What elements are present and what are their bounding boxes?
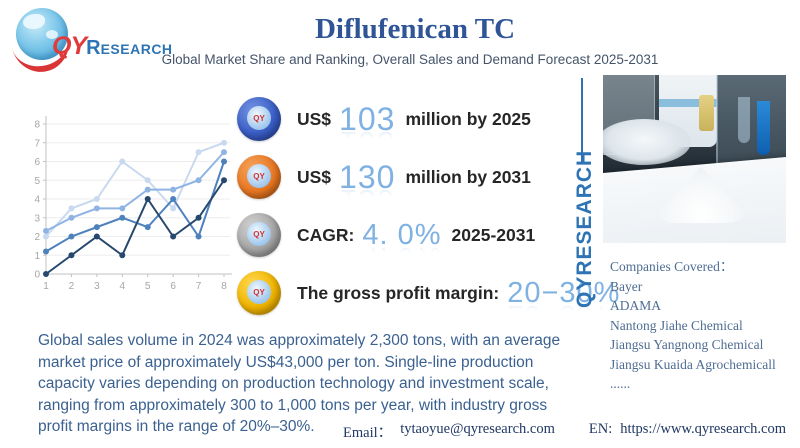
en-label: EN: bbox=[588, 421, 613, 437]
svg-text:6: 6 bbox=[34, 157, 40, 168]
globe-badge-orange-icon: QY bbox=[237, 155, 281, 199]
company-item: ...... bbox=[610, 376, 631, 391]
svg-text:3: 3 bbox=[94, 281, 100, 292]
company-item: Jiangsu Yangnong Chemical bbox=[610, 337, 764, 352]
blue-test-tube-shape bbox=[757, 101, 770, 155]
svg-text:0: 0 bbox=[34, 270, 40, 281]
stat-suffix: million by 2031 bbox=[405, 166, 531, 187]
stat-prefix: The gross profit margin: bbox=[297, 282, 500, 303]
page-subtitle: Global Market Share and Ranking, Overall… bbox=[161, 52, 659, 67]
stat-suffix: million by 2025 bbox=[405, 108, 531, 129]
company-item: Jiangsu Kuaida Agrochemicall bbox=[610, 356, 776, 372]
svg-text:7: 7 bbox=[196, 281, 202, 292]
vertical-divider bbox=[581, 78, 583, 164]
logo-r: R bbox=[86, 37, 101, 59]
mini-globe-icon: QY bbox=[247, 222, 271, 246]
svg-text:5: 5 bbox=[145, 281, 151, 292]
globe-continent-shape bbox=[23, 14, 45, 29]
test-tube-shape bbox=[738, 97, 750, 143]
footer-email: Email： tytaoyue@qyresearch.com bbox=[343, 421, 555, 442]
stat-value-2031: 130 bbox=[339, 159, 396, 195]
stat-prefix: US$ bbox=[297, 166, 332, 187]
logo-qy: QY bbox=[52, 32, 87, 60]
svg-text:8: 8 bbox=[34, 120, 40, 131]
svg-text:7: 7 bbox=[34, 138, 40, 149]
footer-website: EN: https://www.qyresearch.com bbox=[589, 421, 786, 442]
qyresearch-logo: QYRESEARCH bbox=[4, 3, 212, 79]
footer-contact: Email： tytaoyue@qyresearch.com EN: https… bbox=[0, 421, 786, 442]
mini-globe-icon: QY bbox=[247, 106, 271, 130]
stat-value-margin: 20−30% bbox=[507, 276, 621, 309]
vertical-brand-text: QYRESEARCH bbox=[573, 149, 596, 308]
stat-value-cagr: 4. 0% bbox=[362, 218, 442, 251]
companies-covered-list: Companies Covered： Bayer ADAMA Nantong Jia… bbox=[610, 257, 795, 394]
stat-row-2025: QY US$ 103 million by 2025 bbox=[237, 97, 582, 141]
globe-logo-icon bbox=[4, 3, 76, 79]
stat-row-margin: QY The gross profit margin: 20−30% bbox=[237, 271, 619, 315]
stat-row-2031: QY US$ 130 million by 2031 bbox=[237, 155, 582, 199]
bottle-label-stripe bbox=[659, 99, 717, 107]
logo-esearch: ESEARCH bbox=[100, 41, 173, 57]
petri-dish-shape bbox=[603, 119, 691, 165]
companies-items: Bayer ADAMA Nantong Jiahe Chemical Jiangsu … bbox=[610, 277, 795, 394]
page-title: Diflufenican TC bbox=[314, 13, 516, 45]
globe-badge-blue-icon: QY bbox=[237, 97, 281, 141]
svg-text:4: 4 bbox=[120, 281, 126, 292]
stat-suffix: 2025-2031 bbox=[451, 224, 536, 245]
svg-text:5: 5 bbox=[34, 176, 40, 187]
company-item: ADAMA bbox=[610, 298, 662, 313]
svg-text:6: 6 bbox=[170, 281, 176, 292]
svg-text:1: 1 bbox=[34, 251, 40, 262]
email-label: Email： bbox=[343, 425, 393, 441]
stat-row-cagr: QY CAGR: 4. 0% 2025-2031 bbox=[237, 213, 582, 257]
mini-globe-icon: QY bbox=[247, 164, 271, 188]
svg-text:2: 2 bbox=[34, 232, 40, 243]
yellow-vial-shape bbox=[699, 95, 714, 131]
logo-text: QYRESEARCH bbox=[52, 32, 173, 61]
svg-text:2: 2 bbox=[69, 281, 75, 292]
company-item: Bayer bbox=[610, 278, 643, 294]
companies-covered-title: Companies Covered： bbox=[610, 259, 734, 274]
stat-prefix: US$ bbox=[297, 108, 332, 129]
email-address: tytaoyue@qyresearch.com bbox=[400, 421, 555, 437]
globe-badge-gray-icon: QY bbox=[237, 213, 281, 257]
stat-prefix: CAGR: bbox=[297, 224, 355, 245]
mini-globe-icon: QY bbox=[247, 280, 271, 304]
svg-text:4: 4 bbox=[34, 195, 40, 206]
svg-text:3: 3 bbox=[34, 213, 40, 224]
stat-value-2025: 103 bbox=[339, 101, 396, 137]
globe-badge-yellow-icon: QY bbox=[237, 271, 281, 315]
key-stats: QY US$ 103 million by 2025 QY US$ 130 mi… bbox=[237, 97, 619, 329]
svg-text:8: 8 bbox=[221, 281, 227, 292]
company-item: Nantong Jiahe Chemical bbox=[610, 317, 743, 333]
summary-paragraph: Global sales volume in 2024 was approxim… bbox=[38, 332, 561, 435]
globe-continent-shape bbox=[46, 30, 58, 39]
svg-text:1: 1 bbox=[43, 281, 49, 292]
product-photo bbox=[603, 75, 786, 243]
website-url: https://www.qyresearch.com bbox=[620, 421, 786, 437]
